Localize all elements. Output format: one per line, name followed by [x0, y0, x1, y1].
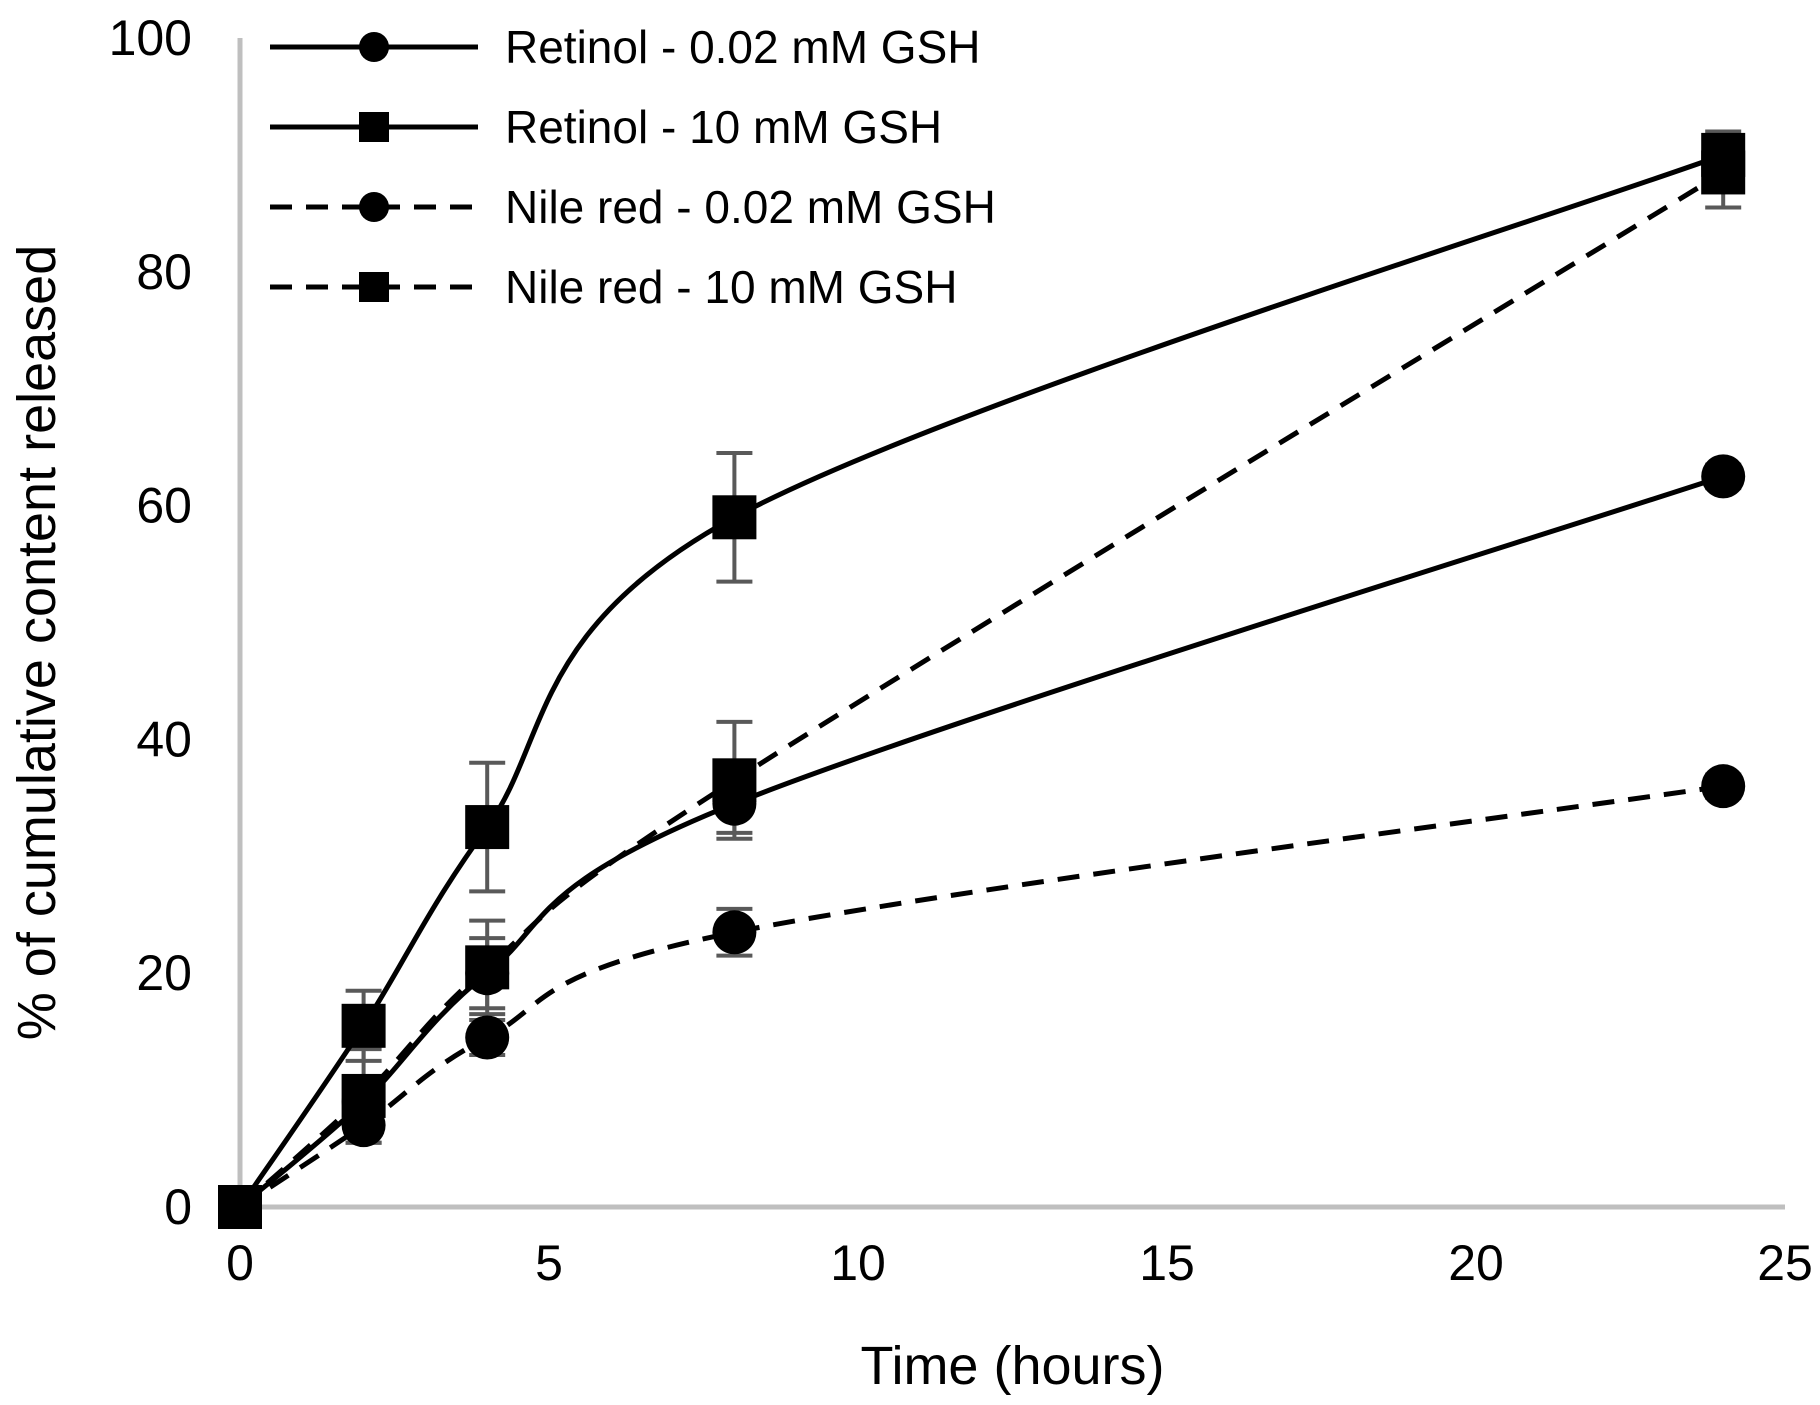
axes	[237, 38, 1785, 1210]
tick-labels: 0 5 10 15 20 25 0 20 40 60 80 100	[109, 10, 1813, 1291]
series-line-nile-red-10-mm-gsh	[238, 170, 1725, 1209]
y-tick-label: 80	[136, 244, 192, 300]
y-axis-title: % of cumulative content released	[7, 245, 67, 1040]
y-tick-label: 40	[136, 711, 192, 767]
legend-marker	[359, 32, 389, 62]
x-tick-label: 5	[535, 1235, 563, 1291]
x-tick-label: 20	[1448, 1235, 1504, 1291]
point-nile-red-10-mm-gsh-1	[341, 1073, 386, 1118]
point-retinol-10-mm-gsh-3	[712, 495, 757, 540]
x-tick-label: 0	[226, 1235, 254, 1291]
point-nile-red-0-02-mm-gsh-3	[712, 910, 757, 955]
data-markers	[218, 132, 1746, 1229]
point-retinol-10-mm-gsh-2	[465, 805, 510, 850]
legend-marker	[359, 192, 389, 222]
legend-item-retinol-10-mm-gsh: Retinol - 10 mM GSH	[270, 101, 942, 153]
point-nile-red-0-02-mm-gsh-2	[465, 1015, 510, 1060]
x-axis-title: Time (hours)	[860, 1336, 1164, 1396]
y-tick-label: 60	[136, 478, 192, 534]
y-tick-label: 20	[136, 945, 192, 1001]
y-tick-label: 0	[164, 1179, 192, 1235]
legend-marker	[359, 272, 389, 302]
x-tick-label: 15	[1139, 1235, 1195, 1291]
y-tick-label: 100	[109, 10, 192, 66]
point-retinol-10-mm-gsh-1	[341, 1003, 386, 1048]
legend-marker	[359, 112, 389, 142]
point-nile-red-10-mm-gsh-3	[712, 758, 757, 803]
point-retinol-0-02-mm-gsh-4	[1701, 454, 1746, 499]
x-tick-label: 10	[830, 1235, 886, 1291]
legend-label: Retinol - 10 mM GSH	[505, 101, 942, 153]
legend-item-retinol-0-02-mm-gsh: Retinol - 0.02 mM GSH	[270, 21, 980, 73]
legend-label: Retinol - 0.02 mM GSH	[505, 21, 980, 73]
legend-label: Nile red - 10 mM GSH	[505, 261, 957, 313]
series-line-retinol-0-02-mm-gsh	[238, 474, 1724, 1209]
point-nile-red-0-02-mm-gsh-4	[1701, 764, 1746, 809]
legend-item-nile-red-0-02-mm-gsh: Nile red - 0.02 mM GSH	[270, 181, 996, 233]
point-nile-red-10-mm-gsh-0	[218, 1185, 262, 1229]
legend-label: Nile red - 0.02 mM GSH	[505, 181, 996, 233]
series-lines	[237, 152, 1725, 1210]
legend: Retinol - 0.02 mM GSH Retinol - 10 mM GSH…	[270, 21, 996, 313]
point-nile-red-10-mm-gsh-2	[465, 945, 510, 990]
x-tick-label: 25	[1757, 1235, 1813, 1291]
legend-item-nile-red-10-mm-gsh: Nile red - 10 mM GSH	[270, 261, 957, 313]
point-nile-red-10-mm-gsh-4	[1701, 150, 1746, 195]
